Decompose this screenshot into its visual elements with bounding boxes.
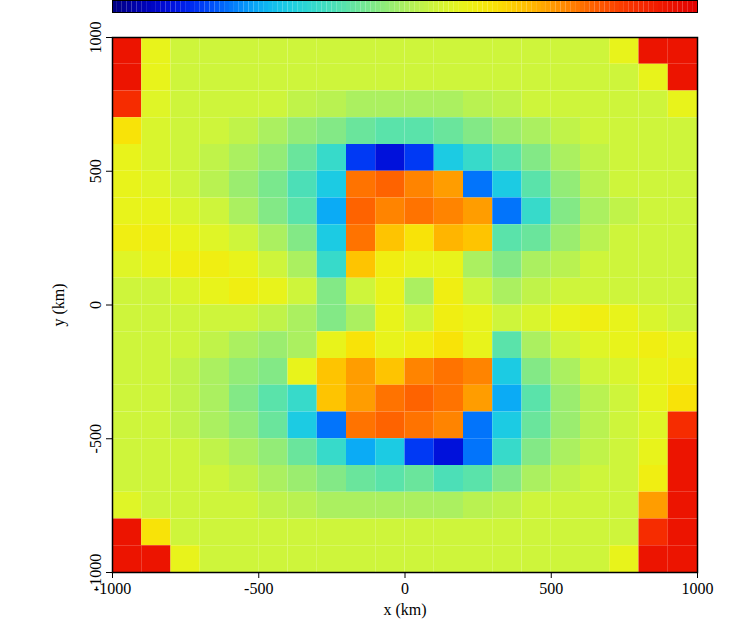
svg-text:0: 0 <box>401 580 409 597</box>
svg-text:-500: -500 <box>87 424 104 453</box>
svg-text:1000: 1000 <box>682 580 714 597</box>
svg-text:y (km): y (km) <box>50 283 68 326</box>
svg-text:-1000: -1000 <box>87 554 104 591</box>
svg-text:x (km): x (km) <box>383 601 426 619</box>
svg-text:-500: -500 <box>244 580 273 597</box>
svg-text:500: 500 <box>87 159 104 183</box>
svg-text:500: 500 <box>539 580 563 597</box>
svg-text:1000: 1000 <box>87 22 104 54</box>
svg-text:0: 0 <box>87 301 104 309</box>
svg-text:-1000: -1000 <box>93 579 132 597</box>
